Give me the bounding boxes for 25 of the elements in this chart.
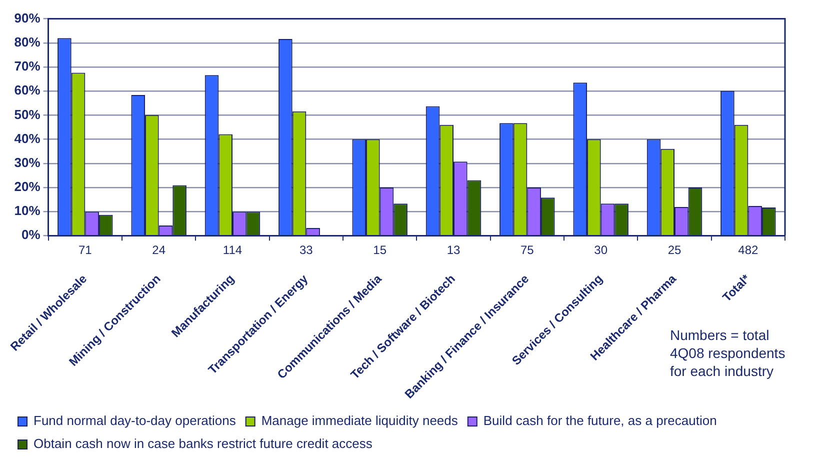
text: 24 [152, 243, 166, 258]
legend-label: Build cash for the future, as a precaution [483, 413, 717, 428]
y-tick-label: 70% [14, 58, 41, 74]
y-tick-label: 80% [14, 34, 41, 50]
text: 25 [668, 243, 682, 258]
y-tick-label: 0% [22, 227, 41, 242]
text: Numbers = total 4Q08 respondents for each industry [670, 326, 786, 380]
y-tick-label: 50% [14, 106, 41, 122]
y-tick-label: 90% [14, 10, 41, 26]
y-tick-label: 10% [14, 203, 41, 218]
y-tick-label: 40% [14, 130, 41, 146]
text: 114 [222, 243, 242, 258]
legend-label: Obtain cash now in case banks restrict future credit access [34, 436, 373, 452]
text: 30 [594, 243, 608, 258]
text: 15 [373, 243, 387, 258]
text: 71 [78, 243, 92, 258]
text: 33 [299, 243, 314, 258]
y-tick-label: 20% [14, 179, 41, 194]
y-tick-label: 60% [14, 82, 41, 98]
legend-label: Fund normal day-to-day operations [34, 413, 236, 428]
y-tick-label: 30% [14, 154, 41, 170]
legend-label: Manage immediate liquidity needs [261, 413, 458, 428]
text: 13 [446, 243, 460, 258]
text: 75 [520, 243, 534, 258]
text: 482 [738, 243, 758, 258]
